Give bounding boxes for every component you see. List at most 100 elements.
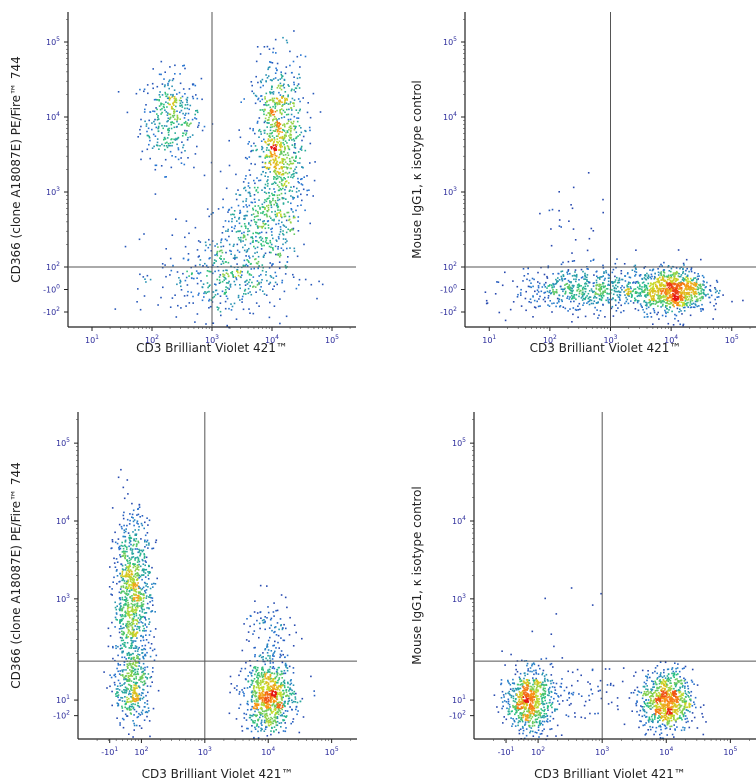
data-point xyxy=(259,109,262,111)
data-point xyxy=(130,621,133,624)
data-point xyxy=(267,140,269,142)
data-point xyxy=(602,292,604,294)
data-point xyxy=(131,669,134,672)
data-point xyxy=(672,293,675,295)
data-point xyxy=(527,267,529,270)
data-point xyxy=(194,113,196,116)
data-point xyxy=(685,258,688,261)
data-point xyxy=(689,302,692,304)
data-point xyxy=(264,129,266,132)
data-point xyxy=(602,295,605,297)
data-point xyxy=(606,292,608,295)
data-point xyxy=(132,578,134,580)
data-point xyxy=(117,679,120,682)
data-point xyxy=(126,715,129,717)
data-point xyxy=(276,138,279,140)
data-point xyxy=(319,111,322,113)
data-point xyxy=(292,60,295,63)
data-point xyxy=(269,106,272,109)
data-point xyxy=(170,107,173,110)
data-point xyxy=(600,299,603,302)
data-point xyxy=(169,150,172,153)
data-point xyxy=(276,215,279,217)
data-point xyxy=(297,181,299,183)
data-point xyxy=(261,245,263,247)
data-point xyxy=(125,585,128,588)
data-point xyxy=(272,158,274,161)
data-point xyxy=(126,699,129,701)
data-point xyxy=(278,91,280,94)
data-point xyxy=(232,274,234,276)
data-point xyxy=(125,615,127,617)
data-point xyxy=(663,292,666,294)
data-point xyxy=(578,302,581,305)
data-point xyxy=(259,100,261,103)
data-point xyxy=(274,38,277,41)
data-point xyxy=(673,305,675,308)
data-point xyxy=(121,619,123,621)
data-point xyxy=(132,544,134,547)
data-point xyxy=(571,294,573,297)
data-point xyxy=(555,291,558,293)
data-point xyxy=(259,206,261,209)
data-point xyxy=(147,524,149,526)
data-point xyxy=(484,291,487,293)
data-point xyxy=(270,251,272,254)
data-point xyxy=(250,162,252,165)
data-point xyxy=(147,578,150,580)
data-point xyxy=(221,232,224,234)
data-point xyxy=(689,314,692,317)
data-point xyxy=(125,635,128,638)
data-point xyxy=(144,546,146,548)
data-point xyxy=(298,125,301,127)
data-point xyxy=(275,149,278,151)
data-point xyxy=(171,234,174,236)
data-point xyxy=(120,575,122,577)
data-point xyxy=(262,170,264,173)
data-point xyxy=(121,541,123,544)
data-point xyxy=(162,105,165,108)
data-point xyxy=(242,308,245,311)
data-point xyxy=(649,303,652,306)
data-point xyxy=(292,216,295,219)
data-point xyxy=(297,117,300,119)
data-point xyxy=(130,663,132,665)
data-point xyxy=(647,275,650,278)
data-point xyxy=(280,247,283,249)
data-point xyxy=(180,124,183,126)
data-point xyxy=(136,682,139,684)
data-point xyxy=(144,539,146,542)
data-point xyxy=(697,288,699,291)
data-point xyxy=(676,287,678,290)
data-point xyxy=(596,309,598,311)
data-point xyxy=(154,164,157,167)
data-point xyxy=(528,285,531,288)
data-point xyxy=(271,263,274,265)
data-point xyxy=(136,579,138,581)
data-point xyxy=(130,637,132,639)
data-point xyxy=(261,264,264,266)
data-point xyxy=(272,105,274,108)
data-point xyxy=(278,261,281,263)
data-point xyxy=(127,602,129,604)
data-point xyxy=(638,274,641,277)
data-point xyxy=(235,193,237,195)
data-point xyxy=(158,148,160,150)
data-point xyxy=(170,269,173,272)
data-point xyxy=(161,263,164,265)
data-point xyxy=(269,171,271,173)
data-point xyxy=(578,290,581,293)
data-point xyxy=(270,689,273,691)
data-point xyxy=(278,186,280,188)
data-point xyxy=(117,662,119,665)
data-point xyxy=(276,254,279,256)
data-point xyxy=(163,144,166,147)
data-point xyxy=(251,90,253,93)
data-point xyxy=(206,208,209,210)
data-point xyxy=(239,287,241,290)
data-point xyxy=(266,77,269,79)
data-point xyxy=(715,302,717,305)
data-point xyxy=(254,163,256,166)
data-point xyxy=(165,101,167,103)
data-point xyxy=(128,564,131,567)
